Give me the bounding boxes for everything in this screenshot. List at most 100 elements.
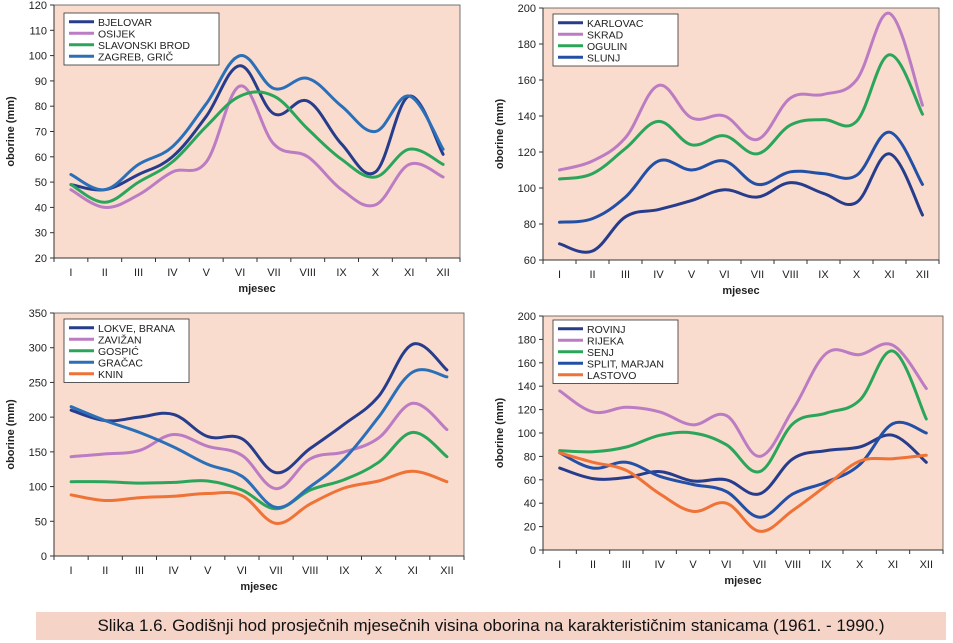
series-line-2 [69,90,445,204]
legend-label: SPLIT, MARJAN [587,358,664,370]
x-tick-label: VI [721,559,731,571]
x-tick-label: VI [235,267,245,279]
x-tick-label: XI [408,565,418,577]
y-tick-label: 50 [35,177,47,189]
x-tick-label: XII [916,269,929,281]
y-tick-label: 180 [518,334,536,346]
legend-label: BJELOVAR [98,17,152,29]
x-tick-label: VII [267,267,280,279]
x-tick-label: I [558,559,561,571]
y-tick-label: 180 [518,39,536,51]
x-tick-label: X [375,565,383,577]
x-tick-label: III [622,559,631,571]
x-tick-label: I [558,269,561,281]
y-tick-label: 90 [35,76,47,88]
x-tick-label: II [102,565,108,577]
x-axis-label: mjesec [240,581,277,593]
x-tick-label: VII [751,269,764,281]
series-line-0 [558,433,928,496]
legend-label: GRAČAC [98,356,143,369]
y-tick-label: 200 [518,3,536,15]
y-axis-label: oborine (mm) [494,99,506,170]
x-tick-label: IV [168,565,179,577]
y-tick-label: 0 [530,545,536,557]
x-tick-label: IX [818,269,829,281]
series-line-3 [558,130,924,224]
x-tick-label: V [689,559,697,571]
x-tick-label: V [204,565,212,577]
legend-label: LOKVE, BRANA [98,323,175,335]
legend-label: SLUNJ [587,52,620,64]
x-axis-label: mjesec [724,575,761,587]
y-tick-label: 120 [29,0,47,12]
y-tick-label: 0 [41,551,47,563]
x-tick-label: I [70,565,73,577]
legend-label: LASTOVO [587,370,636,382]
x-tick-label: IV [167,267,178,279]
x-tick-label: V [203,267,211,279]
x-tick-label: X [372,267,380,279]
legend-label: KNIN [98,369,123,381]
figure-caption: Slika 1.6. Godišnji hod prosječnih mjese… [36,612,946,640]
x-tick-label: III [621,269,630,281]
y-tick-label: 200 [518,311,536,323]
x-tick-label: VII [753,559,766,571]
y-tick-label: 80 [35,101,47,113]
legend-label: SLAVONSKI BROD [98,40,190,52]
x-tick-label: VII [269,565,282,577]
x-tick-label: IX [821,559,832,571]
y-tick-label: 120 [518,405,536,417]
x-tick-label: II [590,559,596,571]
legend-label: ZAVIŽAN [98,333,142,346]
x-tick-label: IV [654,559,665,571]
series-line-2 [69,430,449,511]
y-tick-label: 40 [524,498,536,510]
x-tick-label: XI [888,559,898,571]
x-tick-label: XII [436,267,449,279]
y-tick-label: 110 [29,25,47,37]
x-axis-label: mjesec [238,283,275,295]
y-tick-label: 150 [29,447,47,459]
y-tick-label: 60 [35,152,47,164]
series-line-3 [69,54,445,192]
y-tick-label: 60 [524,255,536,267]
x-tick-label: IX [336,267,347,279]
series-line-1 [69,401,449,491]
series-line-0 [69,64,445,192]
y-tick-label: 20 [35,253,47,265]
y-tick-label: 100 [518,428,536,440]
y-tick-label: 120 [518,147,536,159]
y-tick-label: 100 [29,51,47,63]
legend-label: SKRAD [587,29,624,41]
y-axis-label: oborine (mm) [5,96,17,167]
x-tick-label: X [856,559,864,571]
legend-label: ZAGREB, GRIČ [98,50,174,63]
x-tick-label: VIII [299,267,316,279]
series-line-0 [69,342,449,475]
legend-label: KARLOVAC [587,18,644,30]
series-line-1 [558,11,924,172]
legend-label: ROVINJ [587,324,626,336]
y-tick-label: 20 [524,522,536,534]
y-tick-label: 140 [518,381,536,393]
x-tick-label: IV [653,269,664,281]
y-tick-label: 60 [524,475,536,487]
legend-label: OGULIN [587,41,627,53]
x-tick-label: VI [237,565,247,577]
x-tick-label: VIII [302,565,319,577]
legend-label: OSIJEK [98,28,135,40]
y-tick-label: 100 [518,183,536,195]
series-line-4 [69,469,449,525]
x-tick-label: XII [920,559,933,571]
y-tick-label: 50 [35,516,47,528]
legend-label: SENJ [587,347,614,359]
y-tick-label: 30 [35,228,47,240]
y-tick-label: 140 [518,111,536,123]
series-line-3 [69,368,449,509]
y-tick-label: 80 [524,219,536,231]
